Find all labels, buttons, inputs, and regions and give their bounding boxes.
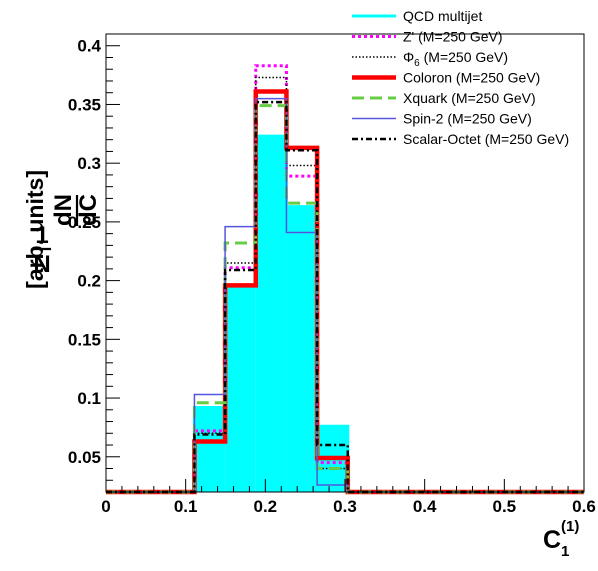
x-tick-label: 0.4 [413,497,437,516]
series-coloron-m-250-gev [106,89,584,495]
bar [194,407,226,492]
series-spin-2-m-250-gev [106,97,584,493]
x-tick-label: 0.6 [572,497,596,516]
legend-entry-z-m-250-gev: Z' (M=250 GeV) [352,29,503,45]
legend-entry-xquark-m-250-gev: Xquark (M=250 GeV) [352,90,536,106]
y-title-n: N [33,251,50,278]
series-xquark-m-250-gev [106,104,584,494]
x-tick-label: 0.3 [333,497,357,516]
y-tick-label: 0.4 [77,37,101,56]
legend-entry-scalar-octet-m-250-gev: Scalar-Octet (M=250 GeV) [352,131,569,147]
series-line [106,104,584,494]
x-title-main: C [543,526,561,554]
histogram-layer [106,64,584,495]
y-title-dc: dC [75,194,102,226]
x-tick-label: 0.5 [493,497,517,516]
legend-entry-6-m-250-gev: Φ6 (M=250 GeV) [352,49,508,69]
legend-label: QCD multijet [403,8,482,24]
x-title-subscript: 1 [561,543,569,560]
series-line [106,134,584,494]
y-tick-label: 0.2 [77,272,101,291]
y-tick-label: 0.1 [77,389,101,408]
legend: QCD multijet Z' (M=250 GeV) Φ6 (M=250 GeV)… [352,8,569,147]
y-title-dn: dN [50,194,77,226]
legend-label: Z' (M=250 GeV) [403,29,503,45]
x-tick-label: 0.1 [174,497,198,516]
legend-label: Φ6 (M=250 GeV) [403,49,508,69]
x-tick-label: 0 [101,497,110,516]
legend-label: Scalar-Octet (M=250 GeV) [403,131,569,147]
bar [225,285,256,492]
y-axis-title: 1 N dN dC [arb. units] [22,170,102,289]
y-tick-label: 0.35 [68,95,101,114]
y-title-one: 1 [35,222,48,249]
legend-label: Xquark (M=250 GeV) [403,90,536,106]
series-line [106,100,584,494]
legend-entry-coloron-m-250-gev: Coloron (M=250 GeV) [352,70,540,86]
x-axis-title: C 1 (1) [543,518,579,560]
y-title-units: [arb. units] [22,170,48,289]
series-scalar-octet-m-250-gev [106,100,584,494]
legend-entry-spin-2-m-250-gev: Spin-2 (M=250 GeV) [352,111,532,127]
series-line [106,89,584,495]
y-tick-label: 0.3 [77,154,101,173]
legend-label: Spin-2 (M=250 GeV) [403,111,532,127]
x-tick-label: 0.2 [254,497,278,516]
bar [286,206,318,492]
series-line [106,97,584,493]
y-tick-label: 0.15 [68,330,101,349]
x-title-superscript: (1) [561,518,579,535]
bar [255,136,287,492]
legend-entry-qcd-multijet: QCD multijet [352,8,482,24]
legend-label: Coloron (M=250 GeV) [403,70,540,86]
y-tick-label: 0.05 [68,448,101,467]
